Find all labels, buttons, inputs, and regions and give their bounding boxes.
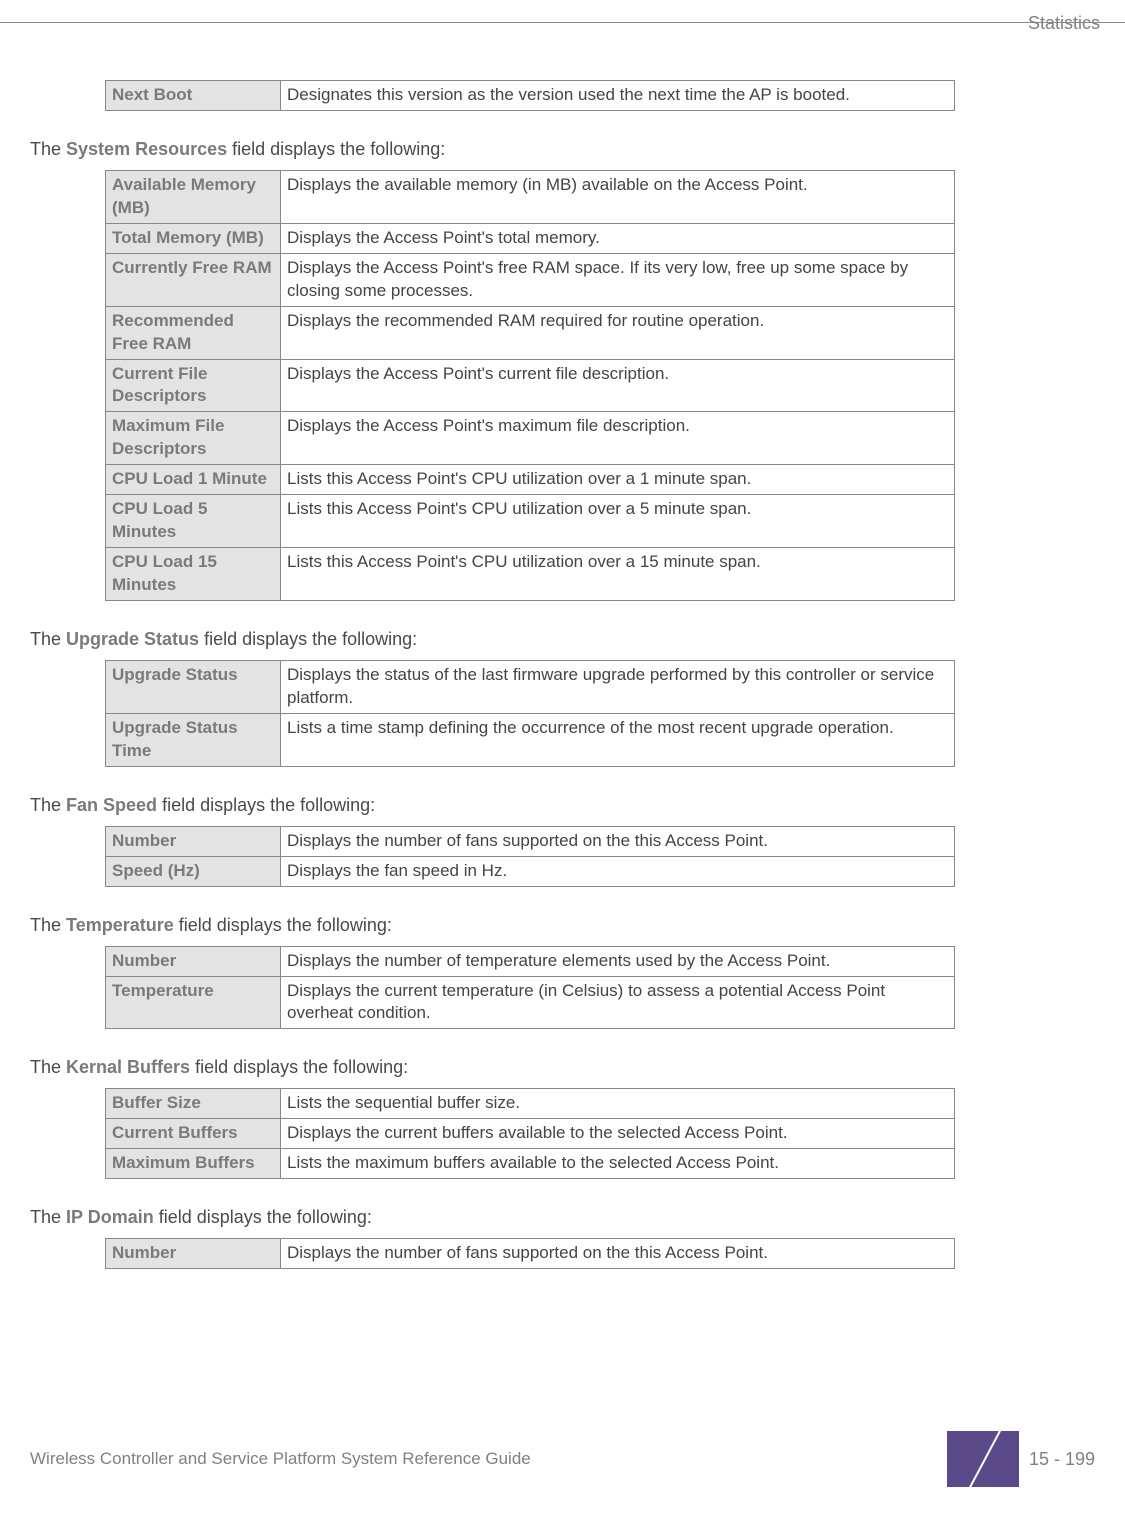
row-label: Maximum Buffers [106,1149,281,1179]
row-desc: Designates this version as the version u… [281,81,955,111]
kernal-table: Buffer SizeLists the sequential buffer s… [105,1088,955,1179]
row-desc: Displays the number of fans supported on… [281,1239,955,1269]
page-number: 15 - 199 [1029,1449,1095,1470]
sysres-table: Available Memory (MB)Displays the availa… [105,170,955,601]
temp-intro: The Temperature field displays the follo… [30,915,1090,936]
row-desc: Displays the recommended RAM required fo… [281,306,955,359]
temp-table: NumberDisplays the number of temperature… [105,946,955,1030]
ipdomain-intro: The IP Domain field displays the followi… [30,1207,1090,1228]
kernal-intro: The Kernal Buffers field displays the fo… [30,1057,1090,1078]
table-row: Current BuffersDisplays the current buff… [106,1119,955,1149]
row-desc: Lists this Access Point's CPU utilizatio… [281,465,955,495]
footer-title: Wireless Controller and Service Platform… [30,1449,531,1469]
brand-slash-icon [947,1431,1019,1487]
row-desc: Lists this Access Point's CPU utilizatio… [281,548,955,601]
table-row: NumberDisplays the number of temperature… [106,946,955,976]
row-desc: Lists the maximum buffers available to t… [281,1149,955,1179]
intro-post: field displays the following: [154,1207,372,1227]
ipdomain-table: NumberDisplays the number of fans suppor… [105,1238,955,1269]
row-label: Number [106,946,281,976]
row-label: CPU Load 15 Minutes [106,548,281,601]
intro-post: field displays the following: [174,915,392,935]
fan-intro: The Fan Speed field displays the followi… [30,795,1090,816]
intro-pre: The [30,795,66,815]
row-label: Available Memory (MB) [106,170,281,223]
row-label: Upgrade Status [106,660,281,713]
row-desc: Displays the current buffers available t… [281,1119,955,1149]
row-desc: Displays the number of temperature eleme… [281,946,955,976]
row-label: Currently Free RAM [106,253,281,306]
intro-post: field displays the following: [190,1057,408,1077]
row-desc: Displays the Access Point's free RAM spa… [281,253,955,306]
footer-right: 15 - 199 [947,1431,1095,1487]
row-desc: Displays the Access Point's total memory… [281,223,955,253]
row-desc: Displays the Access Point's maximum file… [281,412,955,465]
intro-bold: System Resources [66,139,227,159]
nextboot-table: Next Boot Designates this version as the… [105,80,955,111]
row-desc: Displays the current temperature (in Cel… [281,976,955,1029]
intro-bold: Upgrade Status [66,629,199,649]
row-label: Number [106,826,281,856]
intro-pre: The [30,139,66,159]
row-label: Current File Descriptors [106,359,281,412]
row-label: Buffer Size [106,1089,281,1119]
table-row: Next Boot Designates this version as the… [106,81,955,111]
intro-post: field displays the following: [157,795,375,815]
upgrade-intro: The Upgrade Status field displays the fo… [30,629,1090,650]
row-desc: Lists this Access Point's CPU utilizatio… [281,495,955,548]
table-row: Upgrade Status TimeLists a time stamp de… [106,713,955,766]
page-content: Next Boot Designates this version as the… [30,80,1090,1297]
table-row: NumberDisplays the number of fans suppor… [106,826,955,856]
row-desc: Displays the fan speed in Hz. [281,856,955,886]
intro-post: field displays the following: [199,629,417,649]
row-label: Recommended Free RAM [106,306,281,359]
table-row: Current File DescriptorsDisplays the Acc… [106,359,955,412]
intro-pre: The [30,1057,66,1077]
row-label: Temperature [106,976,281,1029]
intro-pre: The [30,915,66,935]
table-row: Maximum BuffersLists the maximum buffers… [106,1149,955,1179]
row-label: Maximum File Descriptors [106,412,281,465]
header-rule [0,22,1125,23]
table-row: Recommended Free RAMDisplays the recomme… [106,306,955,359]
row-desc: Lists the sequential buffer size. [281,1089,955,1119]
row-desc: Displays the Access Point's current file… [281,359,955,412]
table-row: Available Memory (MB)Displays the availa… [106,170,955,223]
table-row: Speed (Hz)Displays the fan speed in Hz. [106,856,955,886]
row-label: CPU Load 5 Minutes [106,495,281,548]
table-row: CPU Load 1 MinuteLists this Access Point… [106,465,955,495]
intro-bold: Kernal Buffers [66,1057,190,1077]
table-row: TemperatureDisplays the current temperat… [106,976,955,1029]
sysres-intro: The System Resources field displays the … [30,139,1090,160]
row-label: Speed (Hz) [106,856,281,886]
table-row: Total Memory (MB)Displays the Access Poi… [106,223,955,253]
row-label: Total Memory (MB) [106,223,281,253]
intro-bold: Temperature [66,915,174,935]
row-desc: Displays the status of the last firmware… [281,660,955,713]
page-footer: Wireless Controller and Service Platform… [30,1431,1095,1487]
row-desc: Displays the number of fans supported on… [281,826,955,856]
row-desc: Lists a time stamp defining the occurren… [281,713,955,766]
table-row: CPU Load 15 MinutesLists this Access Poi… [106,548,955,601]
table-row: NumberDisplays the number of fans suppor… [106,1239,955,1269]
table-row: CPU Load 5 MinutesLists this Access Poin… [106,495,955,548]
table-row: Upgrade StatusDisplays the status of the… [106,660,955,713]
upgrade-table: Upgrade StatusDisplays the status of the… [105,660,955,767]
intro-bold: IP Domain [66,1207,154,1227]
running-header: Statistics [1028,13,1100,34]
row-desc: Displays the available memory (in MB) av… [281,170,955,223]
table-row: Maximum File DescriptorsDisplays the Acc… [106,412,955,465]
table-row: Currently Free RAMDisplays the Access Po… [106,253,955,306]
intro-pre: The [30,1207,66,1227]
intro-post: field displays the following: [227,139,445,159]
intro-bold: Fan Speed [66,795,157,815]
intro-pre: The [30,629,66,649]
row-label: Upgrade Status Time [106,713,281,766]
row-label: CPU Load 1 Minute [106,465,281,495]
fan-table: NumberDisplays the number of fans suppor… [105,826,955,887]
row-label: Current Buffers [106,1119,281,1149]
table-row: Buffer SizeLists the sequential buffer s… [106,1089,955,1119]
row-label: Next Boot [106,81,281,111]
row-label: Number [106,1239,281,1269]
